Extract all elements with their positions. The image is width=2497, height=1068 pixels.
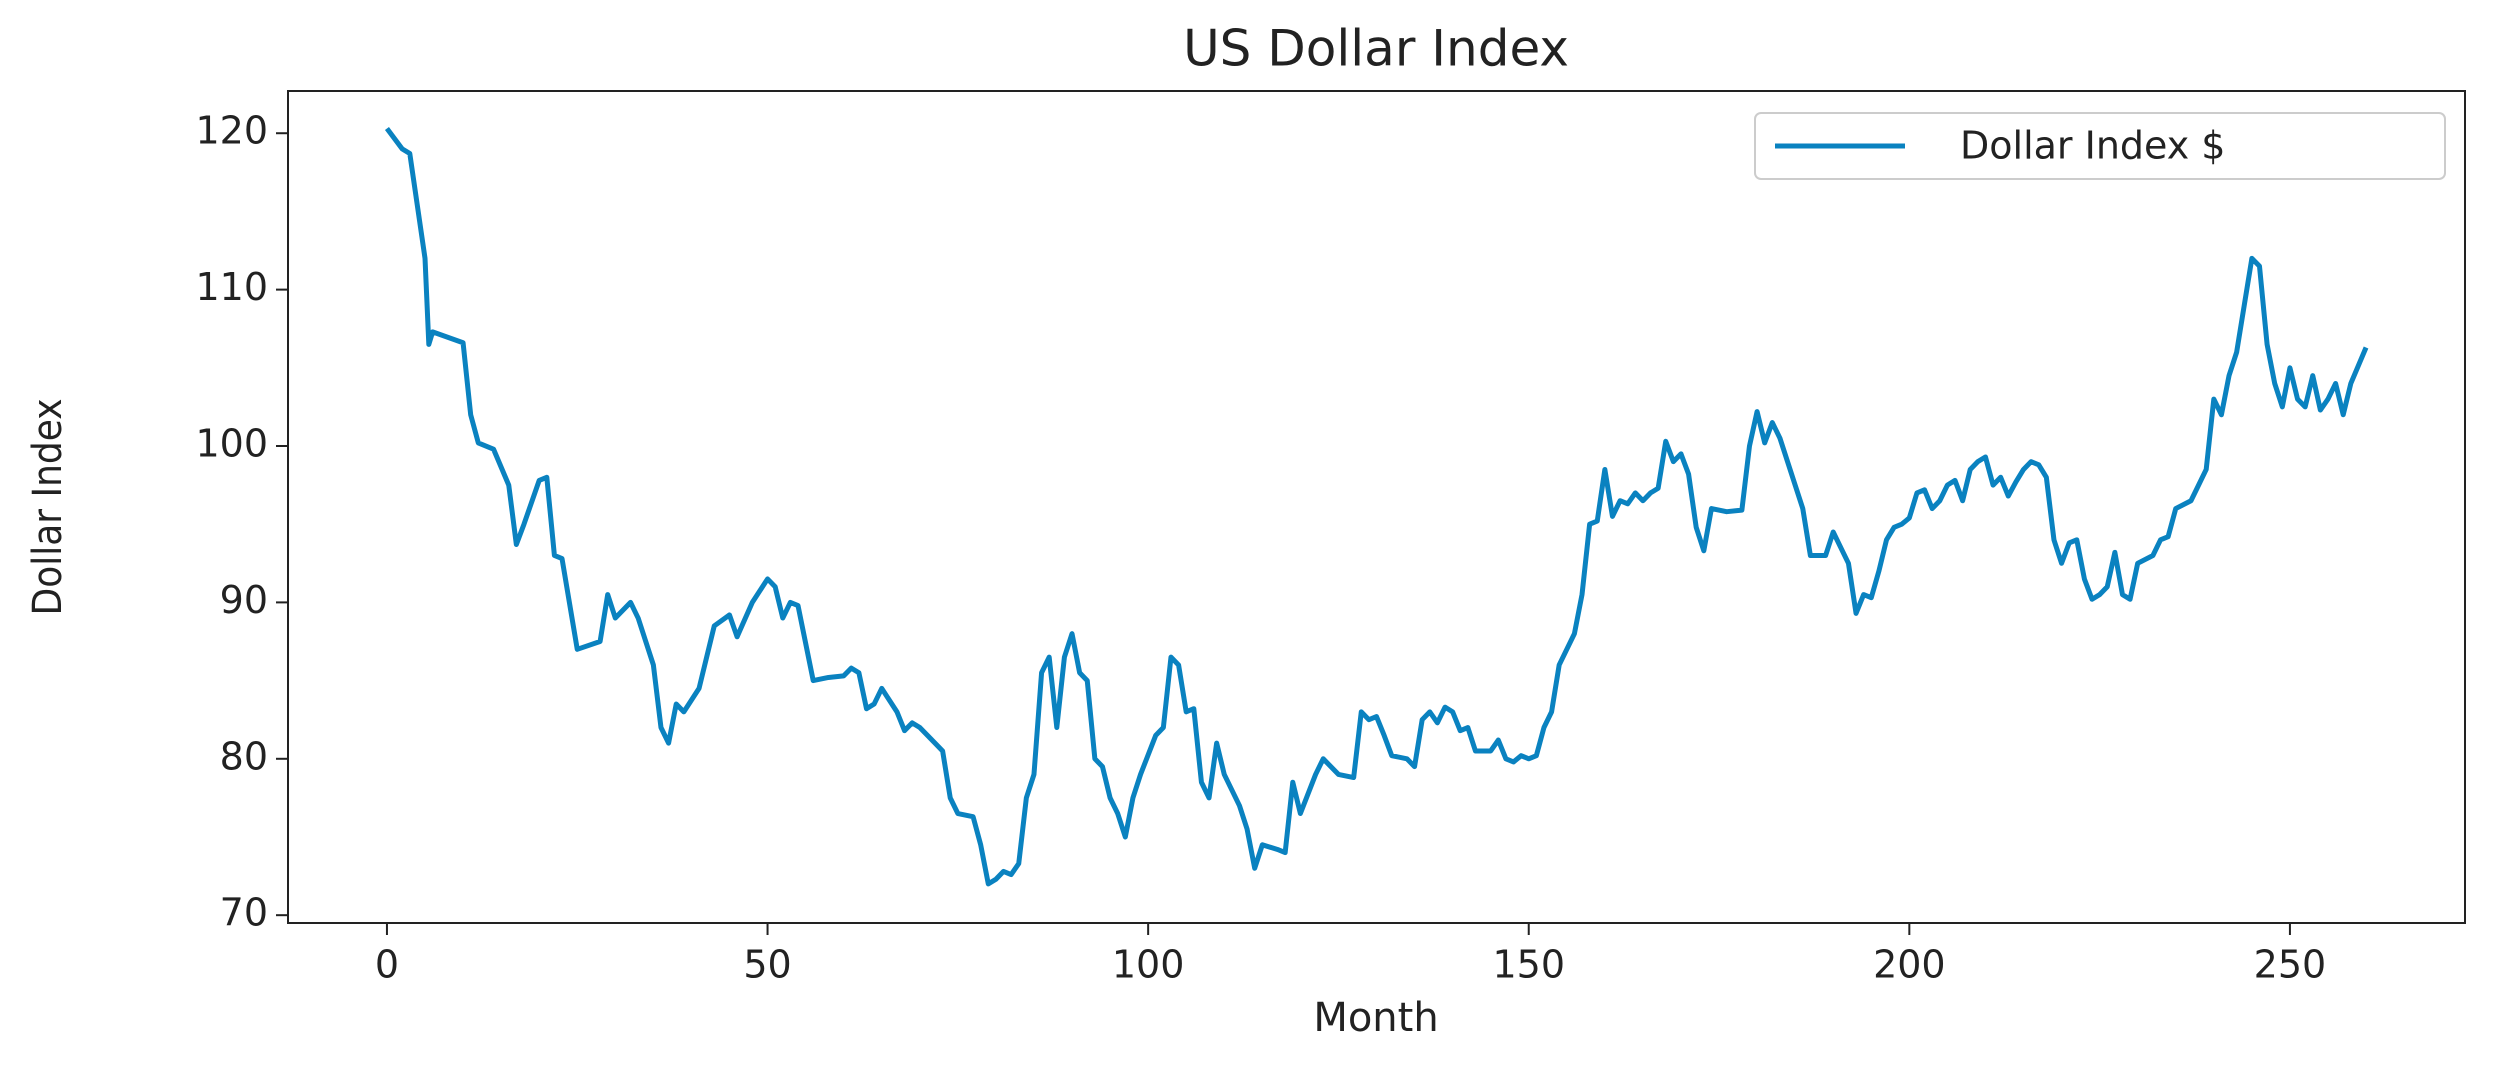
plot-frame <box>287 90 2466 924</box>
x-tick-label: 150 <box>1492 943 1565 987</box>
y-tick-label: 120 <box>195 109 268 153</box>
legend-label: Dollar Index $ <box>1960 124 2225 168</box>
y-tick-label: 70 <box>220 891 268 935</box>
x-tick-label: 50 <box>743 943 791 987</box>
y-tick-label: 80 <box>220 734 268 778</box>
x-tick-label: 0 <box>375 943 399 987</box>
y-tick-label: 110 <box>195 265 268 309</box>
x-tick-label: 250 <box>2254 943 2327 987</box>
chart-title: US Dollar Index <box>1183 20 1569 78</box>
legend-box <box>1754 112 2446 180</box>
x-tick-label: 200 <box>1873 943 1946 987</box>
y-tick-label: 90 <box>220 578 268 622</box>
x-axis-label: Month <box>1313 995 1438 1041</box>
x-tick-label: 100 <box>1112 943 1185 987</box>
data-line <box>384 127 2369 887</box>
y-tick-label: 100 <box>195 422 268 466</box>
y-axis-label: Dollar Index <box>25 399 71 616</box>
